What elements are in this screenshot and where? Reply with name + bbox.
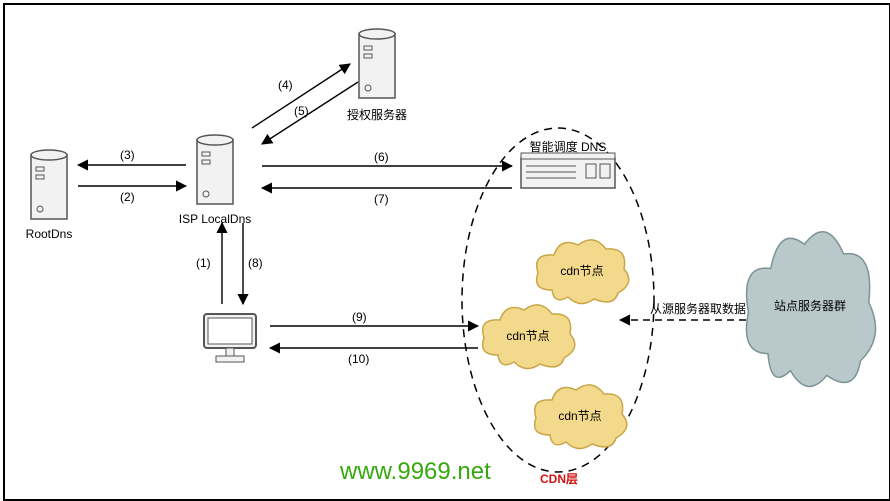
local_dns-node: ISP LocalDns [194,128,236,211]
arrow-label-a2: (2) [120,190,135,204]
smart_dns-node: 智能调度 DNS [520,152,616,195]
cdn_cloud2-label: cdn节点 [478,327,578,344]
cdn-layer-label: CDN层 [540,470,578,487]
local_dns-label: ISP LocalDns [164,212,266,226]
arrow-label-a3: (3) [120,148,135,162]
root_dns-node: RootDns [28,143,70,226]
origin-label: 站点服务器群 [740,297,880,314]
arrow-label-a5: (5) [294,104,309,118]
arrow-label-a6: (6) [374,150,389,164]
diagram-svg [0,0,890,500]
watermark-text: www.9969.net [340,458,491,486]
client-icon [200,310,260,373]
arrow-label-a4: (4) [278,78,293,92]
client-node [200,310,260,373]
arrow-label-aog: 从源服务器取数据 [650,300,746,317]
cdn_cloud1-label: cdn节点 [532,262,632,279]
root_dns-icon [28,143,70,226]
local_dns-icon [194,128,236,211]
auth_srv-node: 授权服务器 [356,22,398,105]
arrow-label-a9: (9) [352,310,367,324]
arrow-label-a10: (10) [348,352,369,366]
smart_dns-label: 智能调度 DNS [520,138,616,155]
smart_dns-icon [520,152,616,195]
arrow-label-a8: (8) [248,256,263,270]
arrow-label-a1: (1) [196,256,211,270]
root_dns-label: RootDns [0,227,100,241]
arrow-label-a7: (7) [374,192,389,206]
auth_srv-icon [356,22,398,105]
auth_srv-label: 授权服务器 [326,106,428,123]
cdn_cloud3-label: cdn节点 [530,407,630,424]
